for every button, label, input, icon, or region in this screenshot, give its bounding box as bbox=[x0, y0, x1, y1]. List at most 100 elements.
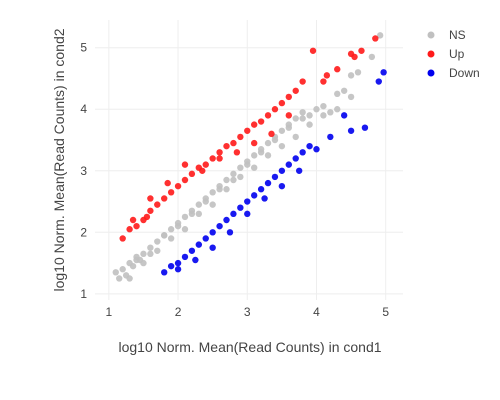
y-axis-title: log10 Norm. Mean(Read Counts) in cond2 bbox=[51, 28, 67, 291]
legend-marker-ns bbox=[427, 31, 435, 39]
up-point bbox=[358, 47, 365, 54]
ns-point bbox=[368, 53, 376, 61]
up-point bbox=[164, 179, 171, 187]
down-point bbox=[264, 179, 272, 187]
ns-point bbox=[264, 139, 272, 147]
ns-point bbox=[209, 201, 216, 208]
down-point bbox=[174, 266, 182, 273]
ns-point bbox=[244, 161, 251, 168]
series-ns bbox=[112, 32, 384, 282]
ns-point bbox=[299, 115, 306, 122]
ns-point bbox=[320, 102, 327, 110]
up-point bbox=[250, 121, 258, 128]
ns-point bbox=[250, 152, 258, 159]
ns-point bbox=[174, 222, 182, 230]
up-point bbox=[264, 112, 272, 119]
up-point bbox=[202, 161, 209, 168]
ns-point bbox=[202, 198, 209, 205]
up-point bbox=[216, 149, 223, 156]
legend-marker-down bbox=[427, 69, 435, 77]
ns-point bbox=[167, 226, 175, 233]
down-point bbox=[271, 173, 279, 181]
up-point bbox=[250, 139, 258, 147]
ns-point bbox=[230, 176, 237, 184]
y-tick-label: 5 bbox=[80, 41, 87, 55]
down-point bbox=[209, 229, 216, 236]
up-point bbox=[147, 207, 154, 214]
up-point bbox=[223, 142, 230, 150]
ns-point bbox=[188, 210, 196, 218]
x-axis-title: log10 Norm. Mean(Read Counts) in cond1 bbox=[118, 339, 381, 355]
legend: NS Up Down bbox=[427, 28, 480, 80]
up-point bbox=[292, 87, 299, 94]
down-point bbox=[292, 155, 299, 162]
ns-point bbox=[237, 164, 244, 171]
down-point bbox=[195, 241, 203, 248]
up-point bbox=[126, 226, 133, 233]
up-point bbox=[334, 66, 341, 73]
down-point bbox=[313, 146, 320, 153]
up-point bbox=[285, 93, 292, 101]
up-point bbox=[268, 130, 275, 138]
ns-point bbox=[292, 115, 299, 122]
down-point bbox=[244, 198, 251, 205]
down-point bbox=[174, 259, 182, 267]
y-tick-label: 4 bbox=[80, 102, 87, 116]
down-point bbox=[375, 78, 382, 85]
ns-point bbox=[306, 112, 313, 119]
down-point bbox=[380, 69, 387, 76]
ns-point bbox=[147, 244, 154, 251]
y-tick-label: 3 bbox=[80, 164, 87, 178]
down-point bbox=[244, 210, 251, 218]
down-point bbox=[216, 222, 223, 230]
legend-marker-up bbox=[427, 50, 435, 58]
x-tick-label: 2 bbox=[175, 305, 182, 319]
up-point bbox=[351, 53, 358, 61]
up-point bbox=[237, 133, 244, 141]
down-point bbox=[202, 235, 209, 242]
up-point bbox=[323, 72, 331, 79]
legend-label-down: Down bbox=[449, 66, 480, 80]
down-point bbox=[340, 112, 348, 119]
ns-point bbox=[147, 250, 154, 258]
down-point bbox=[192, 256, 199, 264]
ns-point bbox=[257, 149, 265, 156]
x-axis-ticks: 1 2 3 4 5 bbox=[105, 305, 389, 319]
ns-point bbox=[340, 87, 348, 94]
ns-point bbox=[126, 275, 133, 282]
up-point bbox=[271, 106, 279, 113]
ns-point bbox=[264, 152, 272, 159]
ns-point bbox=[223, 186, 230, 193]
x-tick-label: 3 bbox=[244, 305, 251, 319]
up-point bbox=[257, 118, 265, 125]
ns-point bbox=[181, 213, 189, 221]
ns-point bbox=[195, 201, 203, 208]
up-point bbox=[147, 195, 154, 202]
down-point bbox=[230, 210, 237, 218]
y-tick-label: 1 bbox=[80, 287, 87, 301]
ns-point bbox=[140, 259, 147, 267]
y-tick-label: 2 bbox=[80, 225, 87, 239]
up-point bbox=[133, 222, 140, 230]
gridlines bbox=[95, 20, 403, 300]
up-point bbox=[230, 139, 237, 147]
down-point bbox=[161, 269, 168, 276]
ns-point bbox=[116, 275, 123, 282]
ns-point bbox=[334, 106, 341, 113]
ns-point bbox=[161, 232, 168, 239]
up-point bbox=[129, 216, 137, 224]
up-point bbox=[278, 99, 286, 107]
down-point bbox=[257, 186, 265, 193]
ns-point bbox=[278, 142, 286, 150]
ns-point bbox=[112, 269, 119, 276]
ns-point bbox=[230, 170, 237, 178]
down-point bbox=[285, 161, 292, 168]
x-tick-label: 4 bbox=[313, 305, 320, 319]
down-point bbox=[223, 216, 230, 224]
ns-point bbox=[347, 93, 355, 101]
ns-point bbox=[285, 124, 292, 131]
up-point bbox=[167, 189, 175, 196]
up-point bbox=[233, 149, 241, 156]
down-point bbox=[347, 127, 355, 134]
down-point bbox=[278, 167, 286, 174]
